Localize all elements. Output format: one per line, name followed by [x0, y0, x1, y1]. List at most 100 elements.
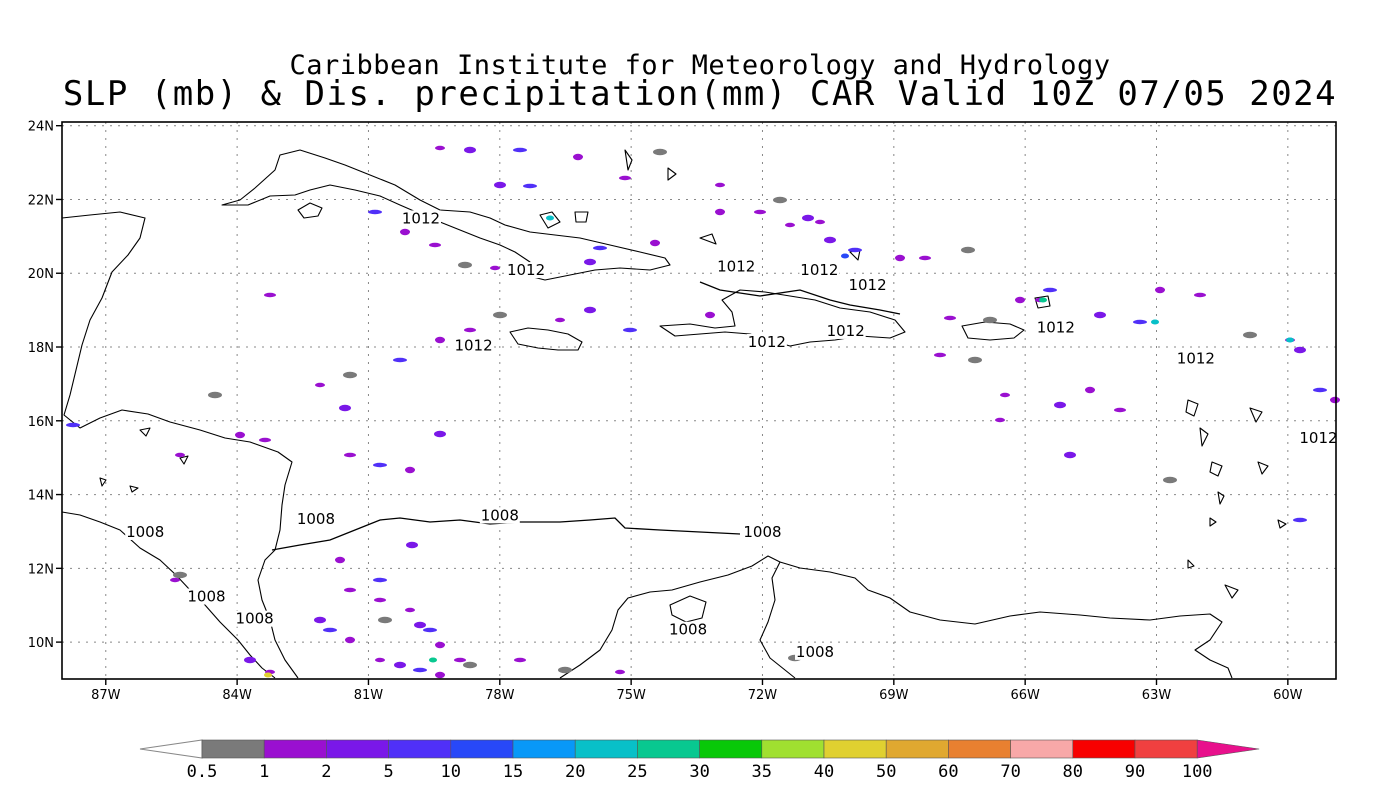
precip-core: [264, 672, 272, 678]
precip-cell: [405, 466, 415, 474]
coastline-bay-islands: [99, 427, 189, 493]
precip-cell: [1064, 451, 1076, 459]
precip-cell: [175, 452, 185, 458]
colorbar-swatch: [1072, 739, 1136, 759]
precip-cell: [368, 209, 382, 215]
precip-cell: [244, 656, 256, 664]
isobar-label: 1008: [236, 610, 274, 628]
precip-cell: [895, 254, 905, 262]
precip-cell: [824, 236, 836, 244]
isobar-label: 1012: [748, 333, 786, 351]
precip-cell: [339, 404, 351, 412]
coastline-jamaica: [509, 327, 583, 351]
precip-cell: [513, 147, 527, 153]
precip-cell: [848, 247, 862, 253]
precip-cell: [315, 382, 325, 388]
lat-tick-label: 16N: [28, 415, 54, 430]
precip-cell: [429, 242, 441, 248]
lon-tick-label: 84W: [222, 688, 252, 703]
colorbar-swatch: [263, 739, 327, 759]
lat-tick-label: 12N: [28, 562, 54, 577]
precip-cell: [314, 616, 326, 624]
colorbar-label: 100: [1182, 762, 1213, 782]
precip-cell: [435, 671, 445, 679]
coastline-cuba: [221, 149, 671, 281]
longitude-axis: 87W 84W 81W 78W 75W 72W 69W 66W 63W 60W: [91, 688, 1303, 703]
precip-cell: [705, 311, 715, 319]
precip-cell: [344, 452, 356, 458]
isobar-label: 1008: [481, 506, 519, 524]
isobar-1012-greater-antilles: [699, 281, 901, 315]
colorbar-swatch: [201, 739, 265, 759]
precip-cell: [1133, 319, 1147, 325]
colorbar-label: 90: [1125, 762, 1145, 782]
isobar-label-bg: [742, 523, 783, 540]
colorbar-swatch: [1134, 739, 1198, 759]
precip-cell: [394, 661, 406, 669]
colorbar-swatch: [885, 739, 949, 759]
isobar-label: 1008: [796, 643, 834, 661]
chart-title-product: SLP (mb) & Dis. precipitation(mm) CAR Va…: [62, 74, 1338, 114]
precip-cell: [400, 228, 410, 236]
precipitation-cells: [66, 145, 1340, 679]
precip-cell: [173, 571, 187, 579]
precip-cell: [170, 577, 180, 583]
precip-cell: [373, 462, 387, 468]
isobar-label: 1012: [717, 257, 755, 275]
colorbar-label: 0.5: [187, 762, 218, 782]
isobar-label: 1008: [743, 523, 781, 541]
chart-title-institute: Caribbean Institute for Meteorology and …: [289, 50, 1111, 81]
isobar-label: 1012: [454, 337, 492, 355]
precip-cell: [754, 209, 766, 215]
coastline-bahamas: [539, 149, 1051, 309]
precip-cell: [584, 258, 596, 266]
precip-core: [1151, 319, 1159, 325]
precip-core: [1039, 297, 1047, 303]
precip-cell: [961, 246, 975, 254]
precip-cell: [1085, 386, 1095, 394]
precip-cell: [375, 657, 385, 663]
precip-cell: [1330, 396, 1340, 404]
precip-cell: [514, 657, 526, 663]
precip-cell: [623, 327, 637, 333]
isobar-label-bg: [295, 511, 336, 528]
precip-cell: [414, 621, 426, 629]
colorbar-swatch: [388, 739, 452, 759]
lon-tick-label: 81W: [354, 688, 384, 703]
colorbar-label: 15: [503, 762, 523, 782]
precip-cell: [773, 196, 787, 204]
colorbar-label: 2: [321, 762, 331, 782]
coastline-hispaniola: [659, 289, 906, 347]
precip-cell: [1293, 517, 1307, 523]
precip-core: [841, 253, 849, 259]
latitude-axis: 24N 22N 20N 18N 16N 14N 12N 10N: [28, 120, 54, 651]
precip-cell: [435, 641, 445, 649]
colorbar-label: 50: [876, 762, 896, 782]
precip-cell: [968, 356, 982, 364]
lat-tick-label: 22N: [28, 193, 54, 208]
colorbar-swatch: [699, 739, 763, 759]
colorbar-label: 10: [441, 762, 461, 782]
colorbar-swatch: [574, 739, 638, 759]
precip-cell: [995, 417, 1005, 423]
colorbar-swatch: [761, 739, 825, 759]
coastline-central-america: [61, 211, 299, 679]
colorbar-label: 25: [627, 762, 647, 782]
colorbar-label: 70: [1000, 762, 1020, 782]
coastline-lake-maracaibo: [669, 595, 707, 623]
colorbar-swatch: [823, 739, 887, 759]
precip-cell: [1015, 296, 1025, 304]
coastlines: [61, 149, 1287, 679]
colorbar-label: 80: [1063, 762, 1083, 782]
isobar-label-bg: [746, 334, 787, 351]
graticule: [56, 122, 1336, 685]
precip-cell: [344, 587, 356, 593]
precip-cell: [1155, 286, 1165, 294]
isobar-labels: 1012 1012 1012 1012 1012 1012 1012 1012 1012 1012…: [125, 209, 1339, 661]
isobar-label-bg: [453, 337, 494, 354]
lat-tick-label: 10N: [28, 636, 54, 651]
precip-cell: [264, 292, 276, 298]
precip-cell: [393, 357, 407, 363]
isobar-label-bg: [799, 262, 840, 279]
precip-cell: [983, 316, 997, 324]
